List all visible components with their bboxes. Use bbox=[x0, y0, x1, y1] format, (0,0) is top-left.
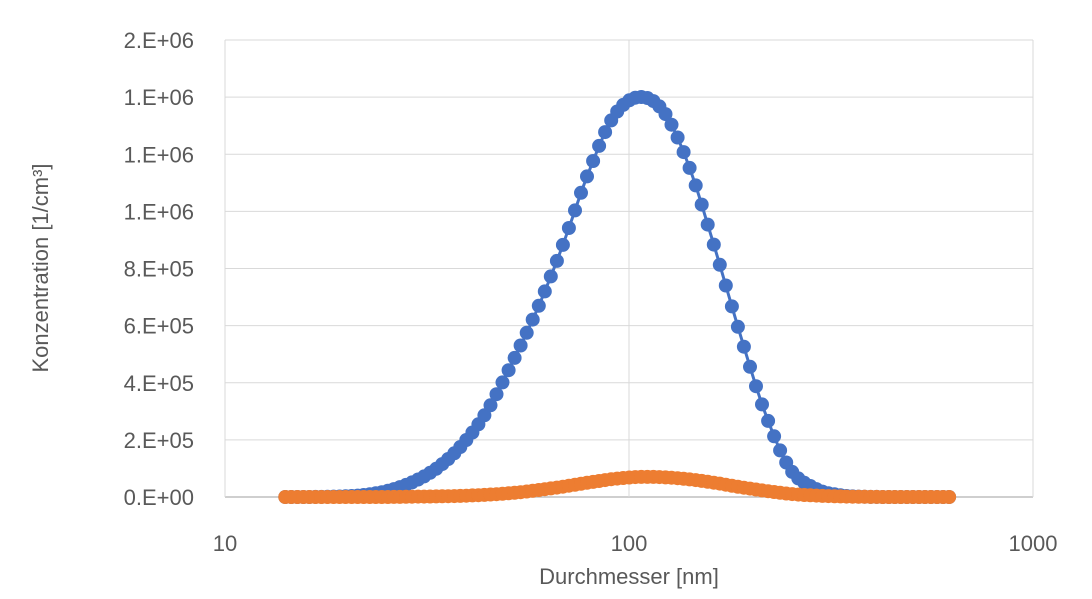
data-point bbox=[688, 178, 703, 193]
data-point bbox=[749, 379, 763, 394]
data-point bbox=[712, 257, 727, 272]
data-point bbox=[730, 319, 745, 334]
data-point bbox=[694, 197, 709, 212]
series-1 bbox=[278, 90, 957, 504]
data-point bbox=[543, 269, 558, 284]
y-tick-label: 1.E+06 bbox=[124, 199, 194, 224]
data-point bbox=[592, 138, 607, 153]
data-point bbox=[513, 338, 528, 353]
data-point bbox=[519, 325, 534, 340]
data-point bbox=[664, 117, 679, 132]
data-point bbox=[580, 169, 594, 184]
data-point bbox=[525, 312, 540, 327]
x-tick-label: 1000 bbox=[1009, 531, 1058, 556]
data-point bbox=[724, 299, 739, 314]
data-point bbox=[586, 154, 601, 168]
series-line bbox=[285, 95, 950, 499]
y-tick-label: 6.E+05 bbox=[124, 314, 194, 339]
data-point bbox=[700, 217, 715, 232]
data-point bbox=[755, 397, 769, 412]
x-axis-title: Durchmesser [nm] bbox=[539, 564, 719, 589]
y-tick-label: 2.E+06 bbox=[124, 28, 194, 53]
gridlines bbox=[224, 39, 1034, 498]
data-point bbox=[670, 130, 685, 145]
data-point bbox=[561, 221, 576, 235]
data-point bbox=[507, 350, 522, 365]
data-point bbox=[574, 185, 588, 200]
data-point bbox=[706, 237, 721, 252]
series-layer bbox=[278, 90, 957, 504]
data-point bbox=[501, 363, 516, 378]
y-tick-label: 1.E+06 bbox=[124, 85, 194, 110]
data-point bbox=[555, 237, 570, 252]
data-point bbox=[598, 125, 613, 140]
data-point bbox=[676, 145, 691, 160]
x-axis-ticks: 10 100 1000 bbox=[213, 531, 1058, 556]
data-point bbox=[531, 298, 546, 313]
y-tick-label: 8.E+05 bbox=[124, 257, 194, 282]
data-point bbox=[942, 490, 957, 504]
y-tick-label: 2.E+05 bbox=[124, 428, 194, 453]
data-point bbox=[658, 107, 673, 122]
data-point bbox=[743, 359, 757, 374]
y-axis-title: Konzentration [1/cm³] bbox=[28, 163, 53, 372]
data-point bbox=[568, 203, 582, 218]
data-point bbox=[483, 398, 498, 413]
x-tick-label: 10 bbox=[213, 531, 237, 556]
data-point bbox=[537, 284, 552, 299]
data-point bbox=[549, 253, 564, 268]
data-point bbox=[495, 375, 510, 390]
y-axis-ticks: 0.E+00 2.E+05 4.E+05 6.E+05 8.E+05 1.E+06 1.E+… bbox=[124, 28, 194, 510]
data-point bbox=[761, 413, 776, 428]
data-point bbox=[718, 278, 733, 293]
x-tick-label: 100 bbox=[611, 531, 648, 556]
data-point bbox=[489, 387, 504, 402]
data-point bbox=[477, 408, 492, 423]
y-tick-label: 4.E+05 bbox=[124, 371, 194, 396]
series-2 bbox=[278, 469, 957, 504]
y-tick-label: 1.E+06 bbox=[124, 142, 194, 167]
data-point bbox=[682, 160, 697, 175]
data-point bbox=[773, 443, 788, 458]
data-point bbox=[736, 339, 751, 354]
data-point bbox=[767, 429, 782, 444]
y-tick-label: 0.E+00 bbox=[124, 485, 194, 510]
